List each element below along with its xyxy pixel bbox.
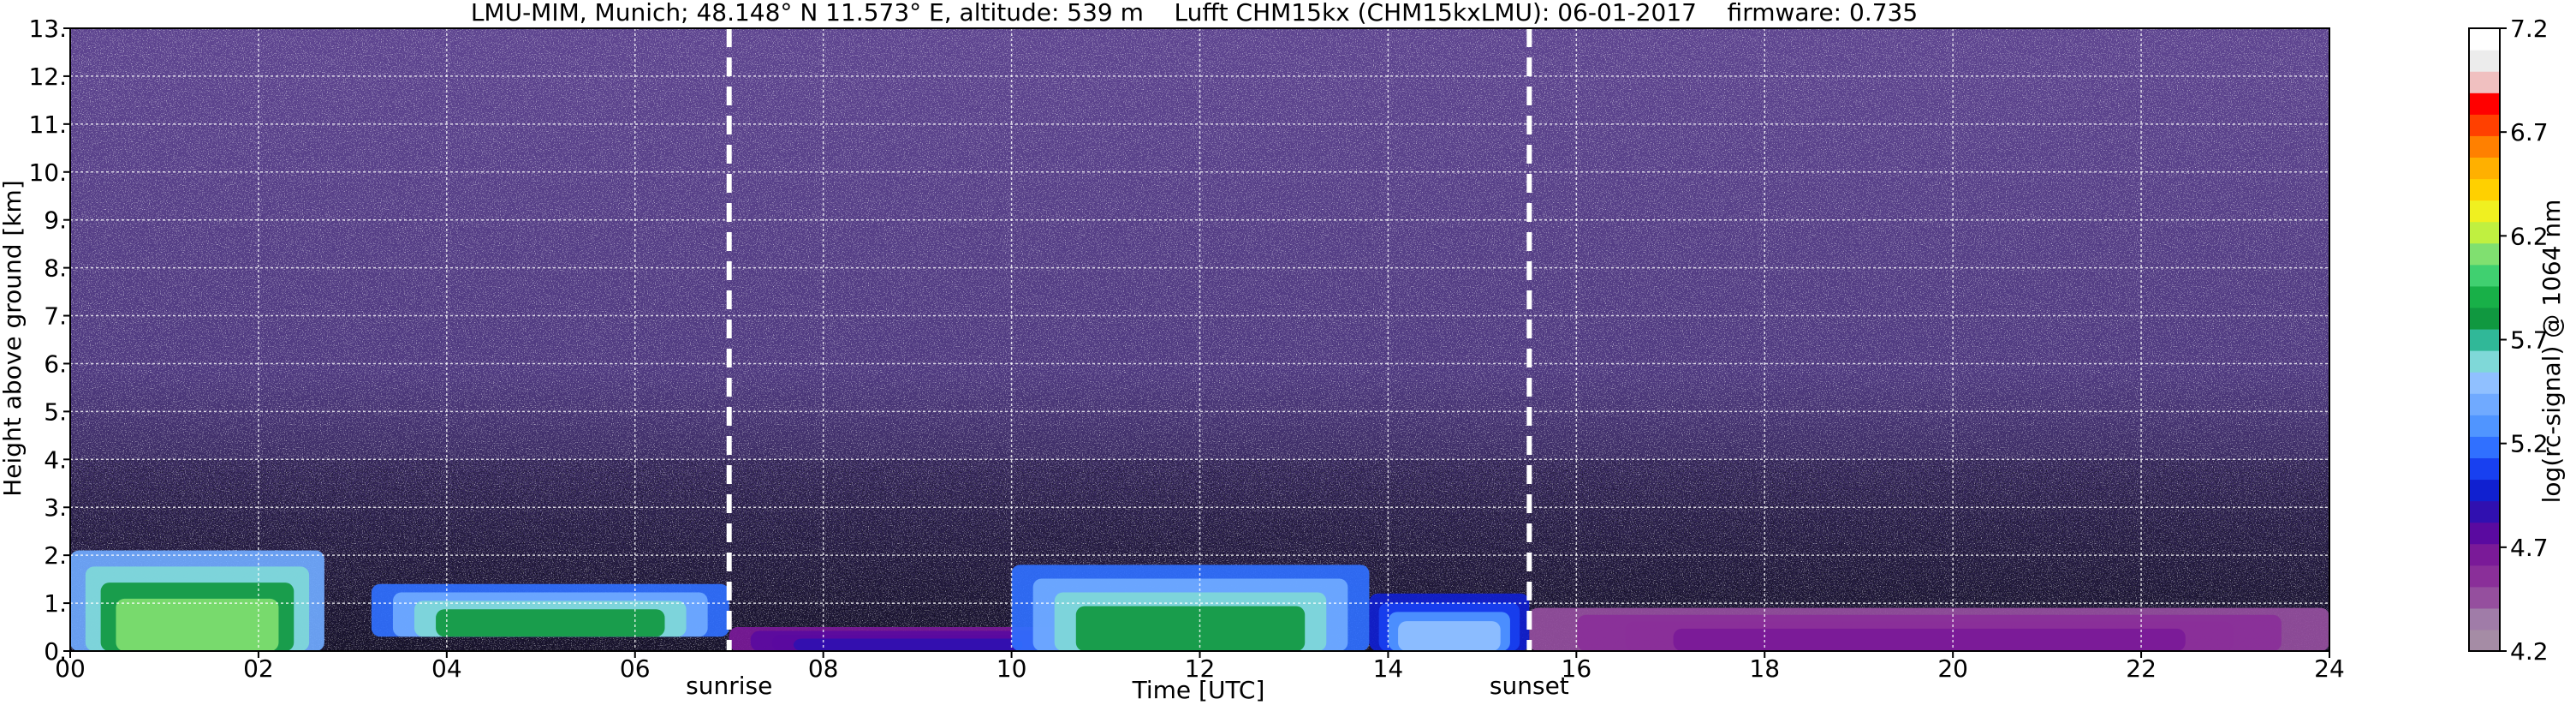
- colorbar-segment: [2469, 586, 2500, 609]
- signal-layer: [1398, 621, 1501, 651]
- y-tick-label: 11.: [28, 111, 67, 139]
- colorbar-segment: [2469, 436, 2500, 458]
- x-tick-label: 20: [1937, 654, 1968, 683]
- x-tick-label: 10: [996, 654, 1027, 683]
- colorbar-segment: [2469, 372, 2500, 394]
- x-tick-label: 22: [2126, 654, 2157, 683]
- x-tick-label: 14: [1373, 654, 1404, 683]
- y-tick-label: 10.: [28, 158, 67, 187]
- x-tick-label: 18: [1749, 654, 1780, 683]
- colorbar-segment: [2469, 350, 2500, 373]
- colorbar-segment: [2469, 307, 2500, 330]
- colorbar-segment: [2469, 393, 2500, 415]
- colorbar-segment: [2469, 629, 2500, 652]
- colorbar-segment: [2469, 157, 2500, 180]
- y-tick-label: 4.: [44, 445, 67, 474]
- y-tick-label: 1.: [44, 589, 67, 618]
- colorbar-segment: [2469, 457, 2500, 481]
- x-tick-label: 08: [808, 654, 839, 683]
- x-tick-label: 00: [55, 654, 86, 683]
- y-axis-ticks: 0. 1. 2. 3. 4. 5. 6. 7. 8. 9. 10. 11. 12. 13.: [28, 15, 70, 666]
- colorbar-segment: [2469, 71, 2500, 93]
- sun-labels: sunrise sunset: [686, 672, 1569, 700]
- colorbar-segment: [2469, 178, 2500, 201]
- colorbar-tick-label: 7.2: [2510, 15, 2549, 43]
- colorbar-segment: [2469, 543, 2500, 566]
- colorbar-tick-label: 5.7: [2510, 326, 2549, 355]
- colorbar-segment: [2469, 328, 2500, 351]
- sun-label: sunset: [1490, 672, 1569, 700]
- x-axis-label: Time [UTC]: [1132, 676, 1265, 704]
- colorbar-segment: [2469, 200, 2500, 223]
- colorbar-segment: [2469, 500, 2500, 523]
- x-tick-label: 06: [620, 654, 651, 683]
- colorbar-tick-label: 4.2: [2510, 637, 2549, 666]
- colorbar-tick-label: 5.2: [2510, 430, 2549, 458]
- colorbar-tick-label: 4.7: [2510, 534, 2549, 562]
- colorbar-ticks: 4.2 4.7 5.2 5.7 6.2 6.7 7.2: [2500, 15, 2549, 666]
- colorbar-segment: [2469, 264, 2500, 287]
- colorbar-label: log(rc-signal) @ 1064 nm: [2537, 200, 2566, 504]
- colorbar-segment: [2469, 415, 2500, 437]
- colorbar-segment: [2469, 135, 2500, 158]
- y-tick-label: 2.: [44, 541, 67, 570]
- y-tick-label: 9.: [44, 206, 67, 235]
- sun-lines: [726, 28, 1532, 651]
- colorbar-segment: [2469, 522, 2500, 545]
- x-tick-label: 24: [2314, 654, 2345, 683]
- colorbar-tick-label: 6.2: [2510, 222, 2549, 250]
- grid: [70, 28, 2329, 651]
- colorbar-segment: [2469, 221, 2500, 244]
- y-tick-label: 13.: [28, 15, 67, 43]
- colorbar: [2468, 27, 2501, 652]
- signal-layer: [436, 609, 665, 637]
- y-tick-label: 8.: [44, 254, 67, 283]
- colorbar-segment: [2469, 114, 2500, 136]
- colorbar-segment: [2469, 479, 2500, 502]
- colorbar-segment: [2469, 28, 2500, 51]
- y-tick-label: 0.: [44, 637, 67, 666]
- x-tick-label: 04: [431, 654, 462, 683]
- colorbar-tick-label: 6.7: [2510, 118, 2549, 146]
- x-tick-label: 12: [1185, 654, 1216, 683]
- signal-layer: [793, 638, 1023, 651]
- chart-title: LMU-MIM, Munich; 48.148° N 11.573° E, al…: [471, 0, 1918, 27]
- y-axis-label: Height above ground [km]: [0, 180, 27, 497]
- sun-label: sunrise: [686, 672, 772, 700]
- y-tick-label: 12.: [28, 63, 67, 91]
- x-tick-label: 16: [1562, 654, 1592, 683]
- colorbar-segment: [2469, 607, 2500, 630]
- colorbar-segment: [2469, 50, 2500, 72]
- signal-features: [70, 550, 2329, 651]
- colorbar-segment: [2469, 242, 2500, 266]
- x-axis-ticks: 00 02 04 06 08 10 12 14 16 18 20 22 24: [55, 651, 2345, 683]
- signal-layer: [1075, 606, 1306, 651]
- plot-area: [70, 28, 2329, 651]
- colorbar-segment: [2469, 565, 2500, 588]
- colorbar-segment: [2469, 93, 2500, 115]
- signal-layer: [116, 598, 279, 651]
- colorbar-segment: [2469, 285, 2500, 308]
- y-tick-label: 5.: [44, 397, 67, 426]
- y-tick-label: 3.: [44, 493, 67, 522]
- x-tick-label: 02: [243, 654, 274, 683]
- y-tick-label: 7.: [44, 302, 67, 331]
- signal-layer: [1673, 628, 2186, 651]
- y-tick-label: 6.: [44, 350, 67, 378]
